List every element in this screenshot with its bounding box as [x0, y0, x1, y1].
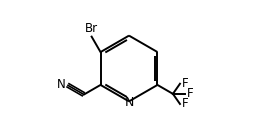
Text: Br: Br: [85, 22, 98, 35]
Text: F: F: [182, 77, 188, 90]
Text: N: N: [57, 78, 66, 91]
Text: N: N: [125, 96, 134, 109]
Text: F: F: [182, 97, 188, 110]
Text: F: F: [187, 87, 194, 100]
